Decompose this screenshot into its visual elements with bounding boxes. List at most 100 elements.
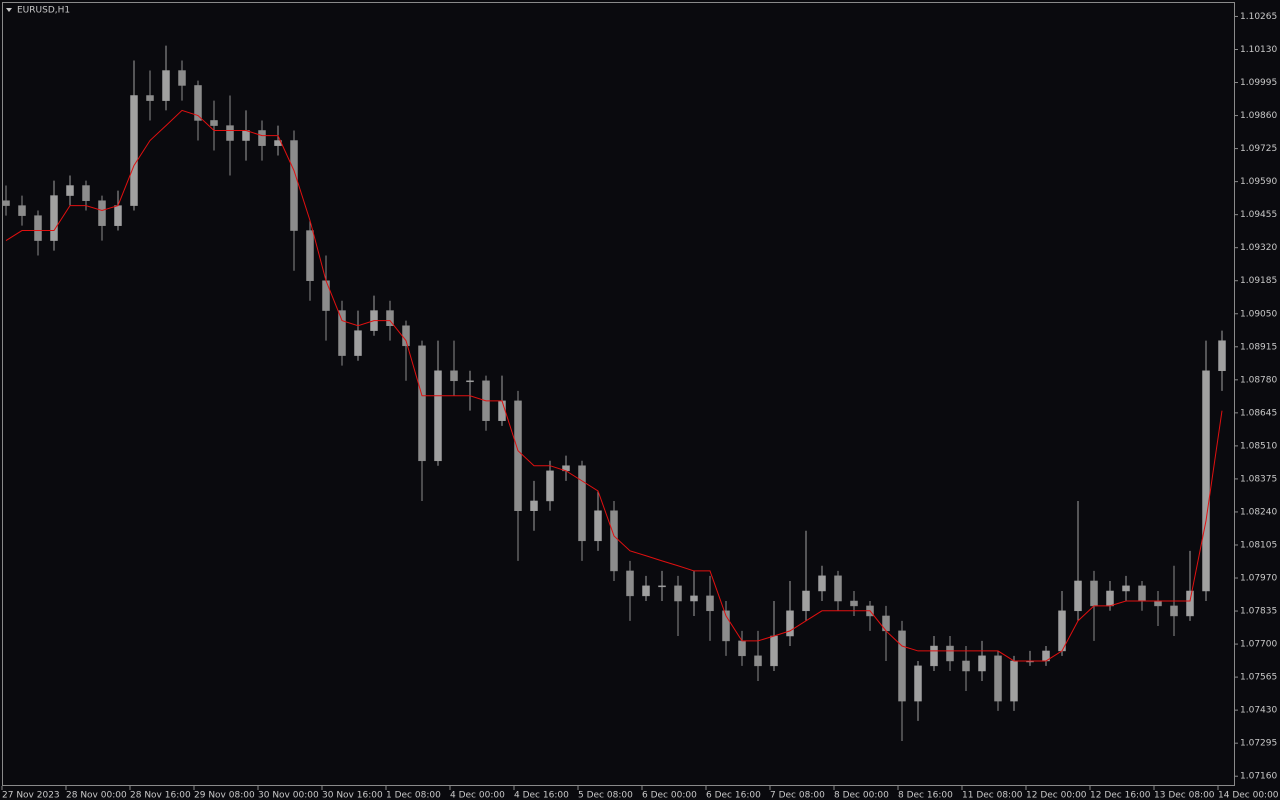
candle-body [1058, 610, 1066, 652]
candle-body [242, 130, 250, 141]
y-tick-label: 1.09860 [1240, 111, 1277, 121]
y-tick-label: 1.08375 [1240, 474, 1277, 484]
candle-body [594, 510, 602, 542]
candle-body [1138, 585, 1146, 602]
y-tick-label: 1.09995 [1240, 78, 1277, 88]
x-tick-label: 30 Nov 16:00 [322, 791, 383, 800]
moving-average-line [5, 109, 1223, 662]
candle-body [258, 130, 266, 146]
candle-body [610, 510, 618, 572]
candle-body [194, 85, 202, 121]
plot-frame [2, 2, 1235, 786]
candle-body [1186, 590, 1194, 617]
candle-body [402, 325, 410, 347]
candle-body [114, 205, 122, 226]
x-tick-label: 28 Nov 00:00 [66, 791, 127, 800]
candle-body [338, 310, 346, 356]
x-tick-label: 7 Dec 08:00 [770, 791, 825, 800]
candle-body [770, 635, 778, 667]
y-tick-label: 1.08915 [1240, 342, 1277, 352]
x-tick-label: 4 Dec 16:00 [514, 791, 569, 800]
menu-arrow [6, 8, 12, 12]
candle-body [34, 215, 42, 241]
candle-body [514, 400, 522, 511]
candle-body [98, 200, 106, 226]
y-tick-label: 1.08105 [1240, 540, 1277, 550]
candle-body [834, 575, 842, 602]
y-tick-label: 1.07565 [1240, 673, 1277, 683]
candle-body [210, 120, 218, 126]
y-tick-label: 1.09050 [1240, 309, 1277, 319]
y-tick-label: 1.09320 [1240, 243, 1277, 253]
candle-body [290, 140, 298, 231]
candle-body [82, 185, 90, 201]
x-tick-label: 1 Dec 08:00 [386, 791, 441, 800]
candle-body [1202, 370, 1210, 592]
candle-body [546, 470, 554, 502]
candle-body [498, 400, 506, 421]
candle-body [18, 205, 26, 216]
x-tick-label: 6 Dec 00:00 [642, 791, 697, 800]
candle-body [578, 465, 586, 542]
candle-body [146, 95, 154, 101]
candle-body [450, 370, 458, 382]
marks: 1.10265 1.10130 1.09995 1.09860 1.09725 1.095… [1, 12, 1279, 800]
y-tick-label: 1.07835 [1240, 607, 1277, 617]
candle-body [754, 655, 762, 667]
candle-body [674, 585, 682, 602]
y-tick-label: 1.10265 [1240, 12, 1277, 22]
candle-body [658, 585, 666, 588]
candle-body [162, 70, 170, 101]
candle-body [946, 645, 954, 662]
y-tick-label: 1.08780 [1240, 375, 1277, 385]
x-tick-label: 6 Dec 16:00 [706, 791, 761, 800]
candle-body [738, 640, 746, 657]
y-tick-label: 1.07295 [1240, 739, 1277, 749]
candle-body [1170, 605, 1178, 617]
x-tick-label: 13 Dec 08:00 [1154, 791, 1215, 800]
x-tick-label: 29 Nov 08:00 [194, 791, 255, 800]
candle-body [642, 585, 650, 597]
x-tick-label: 27 Nov 2023 [2, 791, 60, 800]
candle-body [994, 655, 1002, 702]
x-tick-label: 11 Dec 08:00 [962, 791, 1023, 800]
candle-body [882, 615, 890, 632]
x-tick-label: 12 Dec 00:00 [1026, 791, 1087, 800]
candle-body [306, 230, 314, 281]
candle-body [1090, 580, 1098, 607]
candle-body [978, 655, 986, 672]
candle-body [818, 575, 826, 592]
candle-body [1106, 590, 1114, 607]
candle-body [130, 95, 138, 206]
candle-body [226, 125, 234, 141]
candle-body [962, 660, 970, 672]
x-tick-label: 5 Dec 08:00 [578, 791, 633, 800]
candle-body [466, 380, 474, 383]
candle-body [786, 610, 794, 637]
candle-body [1122, 585, 1130, 592]
candle-body [50, 195, 58, 241]
x-tick-label: 4 Dec 00:00 [450, 791, 505, 800]
candle-body [178, 70, 186, 86]
y-tick-label: 1.09590 [1240, 177, 1277, 187]
y-tick-label: 1.09725 [1240, 144, 1277, 154]
x-tick-label: 8 Dec 16:00 [898, 791, 953, 800]
candle-body [354, 330, 362, 356]
candle-body [1010, 660, 1018, 702]
candle-body [1154, 600, 1162, 607]
candle-body [322, 280, 330, 311]
candle-body [690, 595, 698, 602]
candle-body [530, 500, 538, 511]
candle-body [898, 630, 906, 702]
y-tick-label: 1.09185 [1240, 276, 1277, 286]
x-tick-label: 30 Nov 00:00 [258, 791, 319, 800]
candle-body [722, 610, 730, 642]
candle-body [802, 590, 810, 612]
candle-body [2, 200, 10, 206]
candle-body [626, 570, 634, 597]
x-tick-label: 8 Dec 00:00 [834, 791, 889, 800]
candle-body [914, 665, 922, 702]
candle-body [1074, 580, 1082, 612]
